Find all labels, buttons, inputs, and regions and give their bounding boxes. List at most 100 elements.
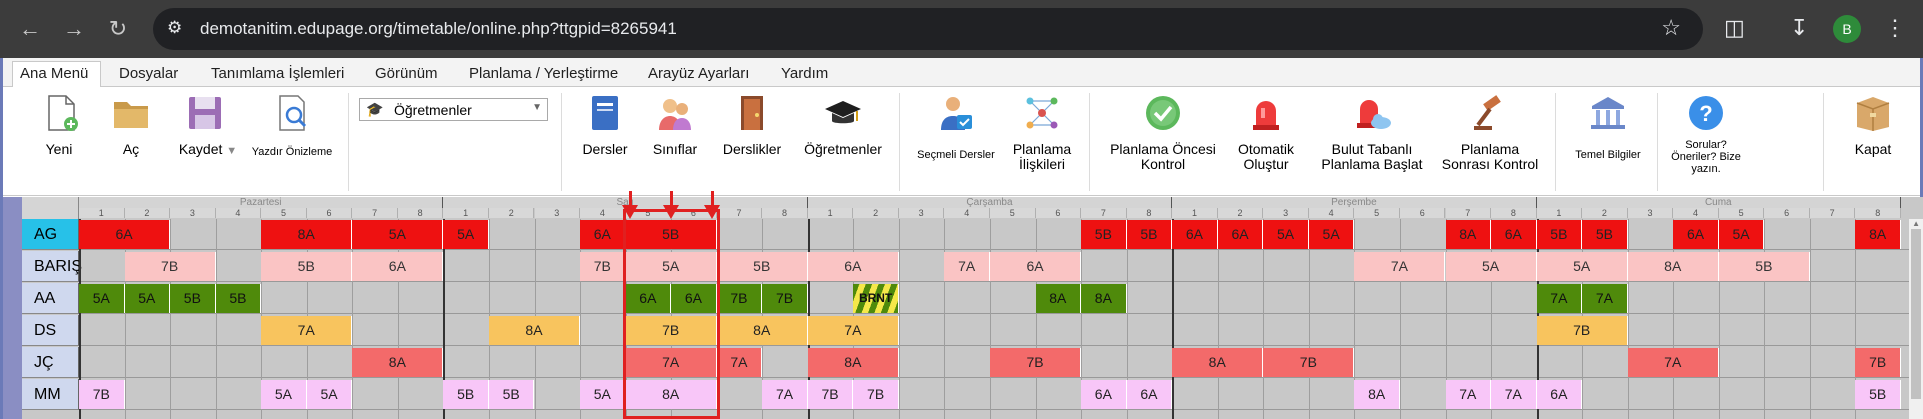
lesson-card[interactable]: 5B [1081, 220, 1127, 249]
teacher-label[interactable]: AA [22, 283, 79, 314]
menu-gorunum[interactable]: Görünüm [375, 65, 438, 82]
lesson-card[interactable]: 8A [1627, 252, 1719, 281]
lesson-card[interactable]: 8A [716, 316, 808, 345]
forward-icon[interactable]: → [63, 16, 85, 41]
close-button[interactable]: Kapat [1839, 87, 1907, 196]
lesson-card[interactable]: 6A [990, 252, 1082, 281]
post-check-button[interactable]: Planlama Sonrası Kontrol [1433, 87, 1547, 196]
lesson-card[interactable]: 8A [1354, 380, 1400, 409]
scroll-thumb[interactable] [1911, 229, 1921, 399]
lesson-card[interactable]: 8A [352, 348, 444, 377]
download-icon[interactable]: ↧ [1790, 15, 1809, 40]
lesson-card[interactable]: 7A [716, 348, 763, 377]
lesson-card[interactable]: 7B [625, 316, 717, 345]
extensions-icon[interactable]: ◫ [1724, 15, 1745, 40]
new-button[interactable]: Yeni [37, 87, 81, 196]
teacher-label[interactable]: JÇ [22, 347, 79, 378]
lesson-card[interactable]: BRNT [853, 284, 899, 313]
lesson-card[interactable]: 7A [1491, 380, 1537, 409]
lesson-card[interactable]: 5A [443, 220, 489, 249]
teacher-label[interactable]: BARIŞ [22, 251, 82, 282]
lesson-card[interactable]: 5B [1582, 220, 1628, 249]
lesson-card[interactable]: 5A [306, 380, 353, 409]
lesson-card[interactable]: 7B [79, 380, 125, 409]
menu-dosyalar[interactable]: Dosyalar [119, 65, 179, 82]
lesson-card[interactable]: 8A [1035, 284, 1082, 313]
lesson-card[interactable]: 5A [1308, 220, 1355, 249]
lesson-card[interactable]: 5B [215, 284, 262, 313]
teacher-label[interactable]: AG [22, 219, 79, 250]
planning-relations-button[interactable]: Planlama İlişkileri [1007, 87, 1077, 196]
menu-tanimlama[interactable]: Tanımlama İşlemleri [211, 65, 345, 82]
pre-check-button[interactable]: Planlama Öncesi Kontrol [1103, 87, 1223, 196]
address-bar[interactable]: ⚙ demotanitim.edupage.org/timetable/onli… [153, 8, 1703, 50]
lesson-card[interactable]: 8A [625, 380, 717, 409]
lesson-card[interactable]: 5A [1445, 252, 1537, 281]
lesson-card[interactable]: 7B [1263, 348, 1355, 377]
lesson-card[interactable]: 5A [625, 252, 717, 281]
lesson-card[interactable]: 7B [807, 380, 854, 409]
lesson-card[interactable]: 5A [124, 284, 171, 313]
teacher-row[interactable] [79, 379, 1920, 410]
teacher-label[interactable]: DS [22, 315, 79, 346]
lesson-card[interactable]: 8A [1081, 284, 1127, 313]
lesson-card[interactable]: 7B [716, 284, 763, 313]
lesson-card[interactable]: 6A [625, 284, 672, 313]
lesson-card[interactable]: 7A [807, 316, 899, 345]
lesson-card[interactable]: 7A [1536, 284, 1583, 313]
save-button[interactable]: Kaydet ▼ [171, 87, 245, 196]
classes-button[interactable]: Sınıflar [645, 87, 705, 196]
lesson-card[interactable]: 7B [1536, 316, 1628, 345]
url-text[interactable]: demotanitim.edupage.org/timetable/online… [200, 19, 677, 38]
save-dropdown-icon[interactable]: ▼ [226, 145, 238, 157]
profile-avatar[interactable]: B [1833, 15, 1861, 43]
lesson-card[interactable]: 6A [1126, 380, 1173, 409]
menu-planlama[interactable]: Planlama / Yerleştirme [469, 65, 619, 82]
lesson-card[interactable]: 6A [1217, 220, 1264, 249]
menu-arayuz[interactable]: Arayüz Ayarları [648, 65, 750, 82]
lesson-card[interactable]: 7A [1582, 284, 1628, 313]
lesson-card[interactable]: 5B [443, 380, 489, 409]
lesson-card[interactable]: 5A [261, 380, 307, 409]
lesson-card[interactable]: 7B [580, 252, 626, 281]
lesson-card[interactable]: 6A [1491, 220, 1537, 249]
lesson-card[interactable]: 5B [1855, 380, 1901, 409]
lesson-card[interactable]: 8A [261, 220, 353, 249]
teacher-row[interactable] [79, 315, 1920, 346]
teacher-row[interactable] [79, 283, 1920, 314]
lesson-card[interactable]: 5A [1718, 220, 1765, 249]
lesson-card[interactable]: 5B [488, 380, 535, 409]
feedback-button[interactable]: ? Sorular? Öneriler? Bize yazın. [1667, 87, 1745, 196]
vertical-scrollbar[interactable]: ▲ [1909, 219, 1923, 419]
menu-yardim[interactable]: Yardım [781, 65, 829, 82]
lesson-card[interactable]: 7B [762, 284, 808, 313]
lesson-card[interactable]: 6A [79, 220, 171, 249]
print-preview-button[interactable]: Yazdır Önizleme [249, 87, 335, 196]
view-select[interactable]: 🎓 Öğretmenler ▼ [359, 98, 548, 121]
lesson-card[interactable]: 5A [1536, 252, 1628, 281]
lesson-card[interactable]: 8A [1855, 220, 1901, 249]
lesson-card[interactable]: 7A [1354, 252, 1446, 281]
lesson-card[interactable]: 6A [1081, 380, 1127, 409]
bookmark-star-icon[interactable]: ☆ [1661, 15, 1681, 40]
teachers-button[interactable]: Öğretmenler [795, 87, 891, 196]
basic-info-button[interactable]: Temel Bilgiler [1567, 87, 1649, 196]
lesson-card[interactable]: 5B [716, 252, 808, 281]
lesson-card[interactable]: 5B [1536, 220, 1583, 249]
lesson-card[interactable]: 8A [488, 316, 581, 345]
lesson-card[interactable]: 5B [625, 220, 717, 249]
lesson-card[interactable]: 7A [944, 252, 990, 281]
subjects-button[interactable]: Dersler [577, 87, 633, 196]
classrooms-button[interactable]: Derslikler [717, 87, 787, 196]
back-icon[interactable]: ← [19, 16, 41, 41]
lesson-card[interactable]: 7B [990, 348, 1082, 377]
reload-icon[interactable]: ↻ [108, 16, 128, 41]
lesson-card[interactable]: 5A [1263, 220, 1309, 249]
elective-button[interactable]: Seçmeli Dersler [911, 87, 1001, 196]
lesson-card[interactable]: 5B [1126, 220, 1173, 249]
site-info-icon[interactable]: ⚙ [167, 18, 183, 37]
teacher-label[interactable]: MM [22, 379, 79, 410]
lesson-card[interactable]: 7A [762, 380, 808, 409]
lesson-card[interactable]: 7B [1855, 348, 1901, 377]
lesson-card[interactable]: 5A [352, 220, 444, 249]
